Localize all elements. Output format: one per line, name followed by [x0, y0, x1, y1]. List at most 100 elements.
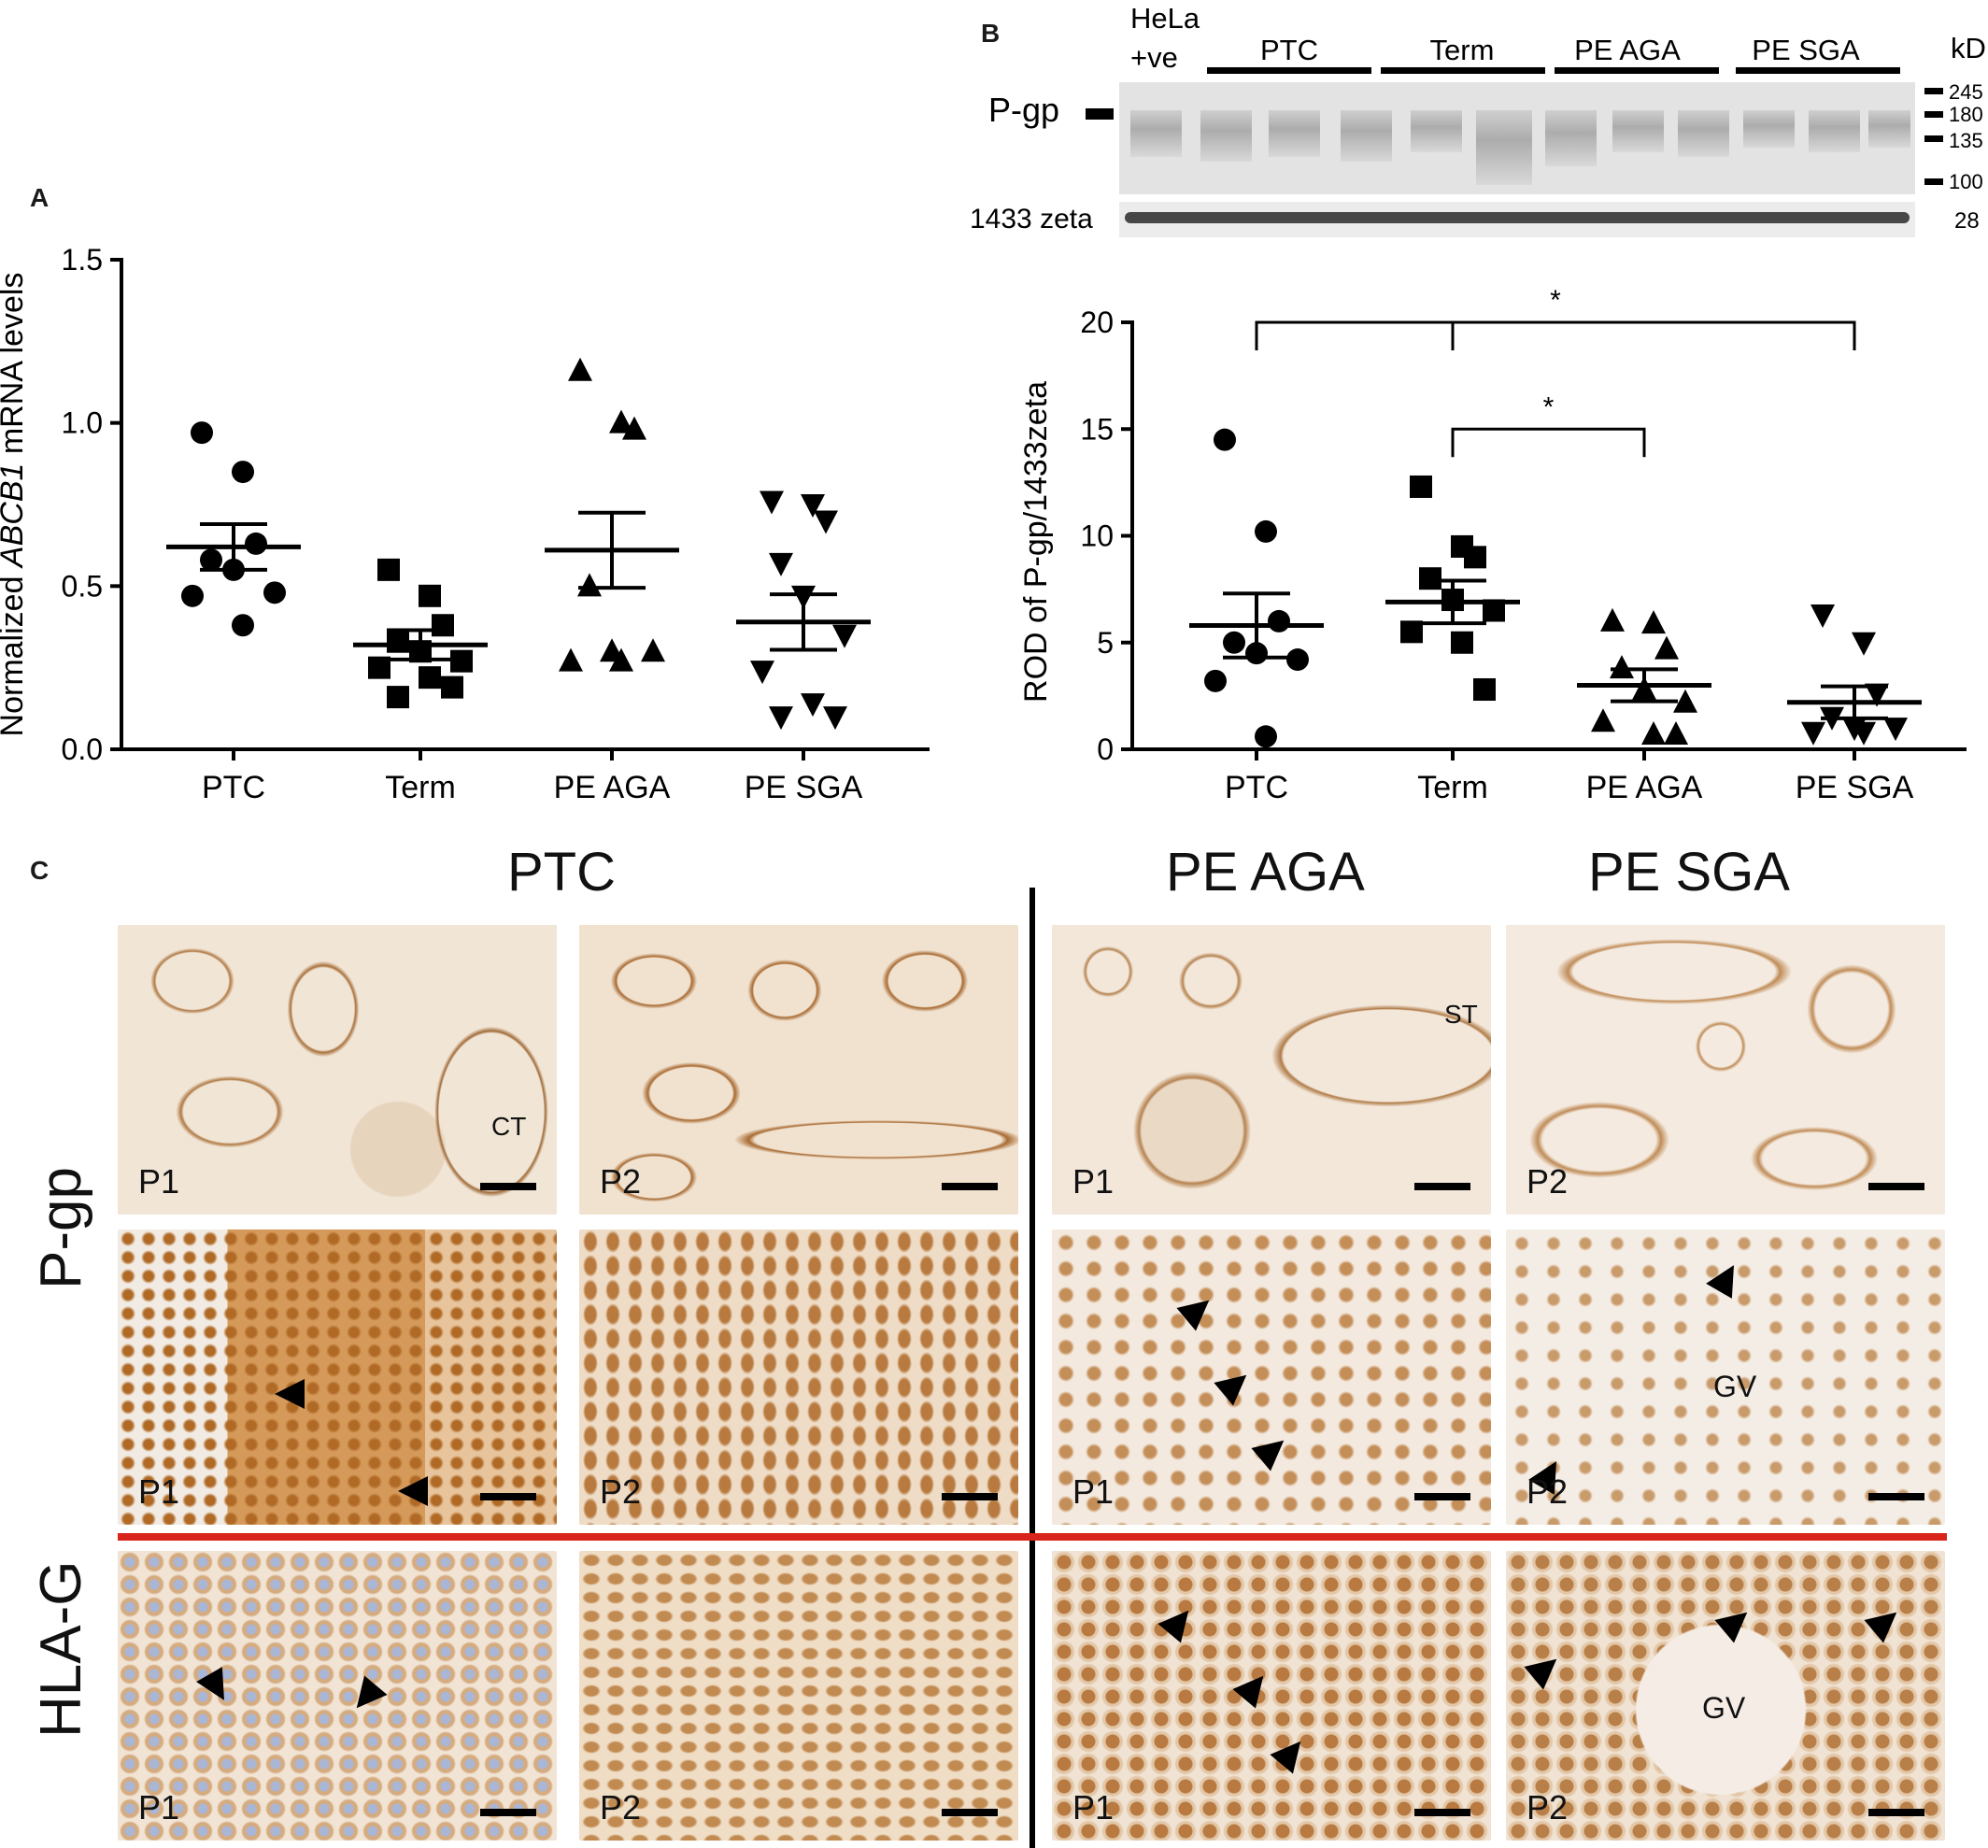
- data-point: [1591, 708, 1615, 732]
- series-pe-aga: [1577, 607, 1711, 746]
- data-point: [577, 573, 602, 597]
- blot-row-pgp: P-gp: [988, 91, 1059, 129]
- data-point: [1801, 721, 1825, 746]
- significance-bracket: *: [1255, 285, 1856, 350]
- scale-bar: [1414, 1809, 1470, 1816]
- data-point: [377, 558, 400, 581]
- ihc-group-title-pe-aga: PE AGA: [1166, 842, 1365, 903]
- ihc-pgp-pe-sga-p1: P2: [1506, 925, 1945, 1215]
- data-point: [1286, 648, 1309, 672]
- panel-tag-p2: P2: [600, 1472, 642, 1511]
- y-axis-label: Normalized ABCB1 mRNA levels: [0, 273, 30, 737]
- blot-group-bar-pe-sga: [1736, 67, 1900, 74]
- ihc-group-title-pe-sga: PE SGA: [1588, 842, 1790, 903]
- data-point: [432, 614, 454, 637]
- panel-tag-p2: P2: [1526, 1162, 1569, 1201]
- scale-bar: [480, 1493, 536, 1500]
- data-point: [263, 581, 286, 604]
- y-axis-label: ROD of P-gp/1433zeta: [1018, 381, 1054, 703]
- y-tick-label: 0.5: [62, 569, 103, 603]
- ihc-pgp-ptc-p2: P2: [579, 925, 1018, 1215]
- note-gv: GV: [1702, 1691, 1746, 1725]
- note-gv: GV: [1713, 1370, 1757, 1403]
- significance-bracket: *: [1451, 391, 1646, 458]
- ihc-pgp-pe-aga-p1: ST P1: [1052, 925, 1491, 1215]
- western-blot: HeLa +ve PTC Term PE AGA PE SGA kD P-gp: [970, 0, 1988, 252]
- data-point: [419, 584, 441, 607]
- data-point: [1255, 519, 1277, 543]
- data-point: [1610, 655, 1634, 679]
- panel-tag-p2: P2: [1526, 1472, 1569, 1511]
- scale-bar: [1868, 1809, 1924, 1816]
- y-tick-label: 1.5: [62, 243, 103, 277]
- x-tick-label: Term: [1417, 770, 1488, 805]
- y-tick-label: 0.0: [62, 732, 103, 766]
- chart-a-abcb1: 0.0 0.5 1.0 1.5 PTC Term PE AGA PE SGA Normalize…: [0, 243, 930, 805]
- kd-tick-180: [1924, 111, 1943, 118]
- kd-tick-245: [1924, 88, 1943, 94]
- x-tick-label: Term: [385, 770, 456, 805]
- blot-col-positive: +ve: [1130, 41, 1178, 74]
- series-pe-aga: [545, 357, 679, 672]
- kd-tick-135: [1924, 135, 1943, 142]
- panel-letter-c: C: [30, 856, 50, 885]
- blot-kd-header: kD: [1951, 32, 1986, 64]
- significance-star: *: [1550, 285, 1561, 316]
- data-point: [1419, 567, 1441, 590]
- chart-b-rod: 0 5 10 15 20 PTC Term PE AGA PE SGA ROD of P-gp/1…: [1018, 285, 1967, 805]
- scale-bar: [942, 1183, 998, 1190]
- y-tick-label: 0: [1097, 732, 1114, 766]
- blot-group-bar-ptc: [1207, 67, 1371, 74]
- x-tick-label: PE SGA: [745, 770, 863, 805]
- data-point: [760, 490, 784, 515]
- blot-group-bar-term: [1381, 67, 1545, 74]
- x-tick-label: PTC: [202, 770, 265, 805]
- data-point: [1883, 718, 1908, 742]
- data-point: [1852, 721, 1876, 746]
- data-point: [559, 647, 583, 672]
- data-point: [1852, 632, 1876, 656]
- blot-row-zeta: 1433 zeta: [972, 204, 1093, 235]
- x-tick-label: PE AGA: [1586, 770, 1703, 805]
- ihc-pgp-pe-aga-p1-cells: P1: [1052, 1230, 1491, 1525]
- data-point: [801, 693, 825, 718]
- kd-label-245: 245: [1949, 80, 1983, 104]
- panel-tag-p1: P1: [1072, 1162, 1115, 1201]
- data-point: [1641, 721, 1666, 746]
- panel-tag-p2: P2: [1526, 1788, 1569, 1827]
- data-point: [1673, 689, 1697, 713]
- significance-star: *: [1543, 391, 1555, 422]
- kd-label-135: 135: [1949, 129, 1983, 152]
- panel-tag-p1: P1: [138, 1788, 180, 1827]
- data-point: [814, 510, 838, 534]
- data-point: [823, 706, 847, 731]
- ihc-hlag-pe-sga-p2: GV P2: [1506, 1551, 1945, 1841]
- data-point: [568, 357, 592, 381]
- pgp-marker-tick: [1086, 108, 1114, 120]
- data-point: [1600, 607, 1625, 632]
- series-pe-sga: [1787, 604, 1922, 746]
- panel-tag-p1: P1: [138, 1162, 180, 1201]
- scale-bar: [1868, 1493, 1924, 1500]
- x-tick-label: PTC: [1225, 770, 1288, 805]
- data-point: [1204, 669, 1227, 692]
- data-point: [1464, 546, 1486, 569]
- data-point: [609, 647, 633, 672]
- kd-label-180: 180: [1949, 103, 1983, 126]
- ihc-hlag-ptc-p2: P2: [579, 1551, 1018, 1841]
- data-point: [441, 675, 463, 699]
- blot-col-pe-aga: PE AGA: [1574, 34, 1681, 66]
- bracket-line: [1255, 320, 1856, 350]
- scale-bar: [1414, 1493, 1470, 1500]
- data-point: [1473, 678, 1496, 702]
- ihc-row-title-pgp: P-gp: [29, 1167, 93, 1289]
- data-point: [232, 614, 254, 637]
- ihc-vertical-divider: [1030, 888, 1035, 1848]
- panel-tag-p2: P2: [600, 1162, 642, 1201]
- data-point: [1410, 475, 1432, 498]
- data-point: [387, 686, 409, 709]
- y-tick-label: 15: [1080, 412, 1114, 446]
- panel-tag-p2: P2: [600, 1788, 642, 1827]
- zeta-band: [1125, 212, 1910, 223]
- data-point: [1641, 610, 1666, 634]
